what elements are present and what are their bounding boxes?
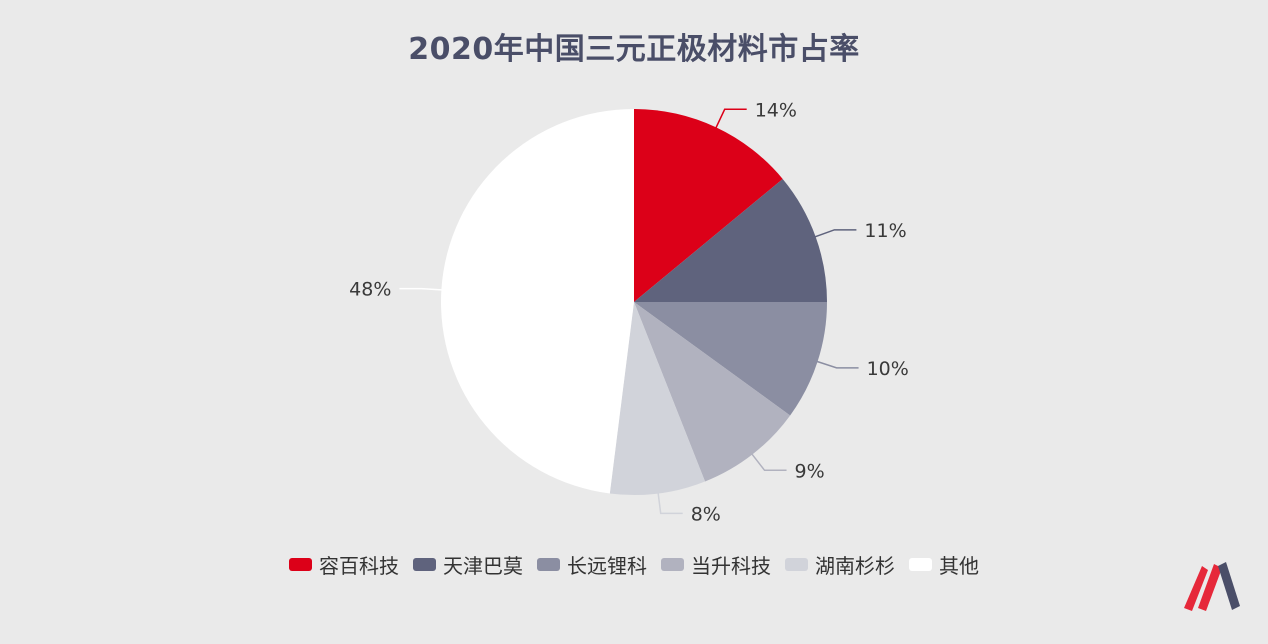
leader-line (714, 108, 747, 130)
legend-item: 长远锂科 (537, 550, 647, 579)
legend-item: 容百科技 (289, 550, 399, 579)
slice-percent-label: 8% (691, 503, 721, 525)
leader-line (815, 360, 859, 369)
pie-slice (634, 178, 827, 302)
pie-slice (634, 302, 827, 416)
legend-swatch (785, 558, 808, 571)
pie-slice (634, 302, 791, 482)
brand-logo-icon (1184, 562, 1240, 611)
leader-line (657, 491, 683, 515)
leader-line (813, 229, 857, 239)
pie-slice (609, 302, 706, 495)
legend-label: 长远锂科 (567, 554, 647, 578)
legend-swatch (289, 558, 312, 571)
chart-legend: 容百科技 天津巴莫 长远锂科 当升科技 湖南杉杉 其他 (0, 550, 1268, 579)
slice-percent-label: 14% (755, 99, 797, 121)
legend-item: 当升科技 (661, 550, 771, 579)
pie-slice (441, 109, 634, 494)
legend-swatch (413, 558, 436, 571)
legend-swatch (537, 558, 560, 571)
legend-item: 其他 (909, 550, 979, 579)
legend-label: 当升科技 (691, 554, 771, 578)
chart-title: 2020年中国三元正极材料市占率 (408, 32, 860, 67)
slice-percent-label: 9% (795, 460, 825, 482)
slice-percent-label: 11% (864, 220, 906, 242)
slice-percent-label: 48% (349, 279, 391, 301)
legend-item: 天津巴莫 (413, 550, 523, 579)
legend-label: 湖南杉杉 (815, 554, 895, 578)
leader-line (750, 452, 787, 472)
legend-label: 容百科技 (319, 554, 399, 578)
legend-swatch (909, 558, 932, 571)
legend-label: 天津巴莫 (443, 554, 523, 578)
legend-swatch (661, 558, 684, 571)
legend-label: 其他 (939, 554, 979, 578)
pie-slice (634, 109, 783, 302)
legend-item: 湖南杉杉 (785, 550, 895, 579)
slice-percent-label: 10% (867, 358, 909, 380)
leader-line (399, 287, 444, 291)
